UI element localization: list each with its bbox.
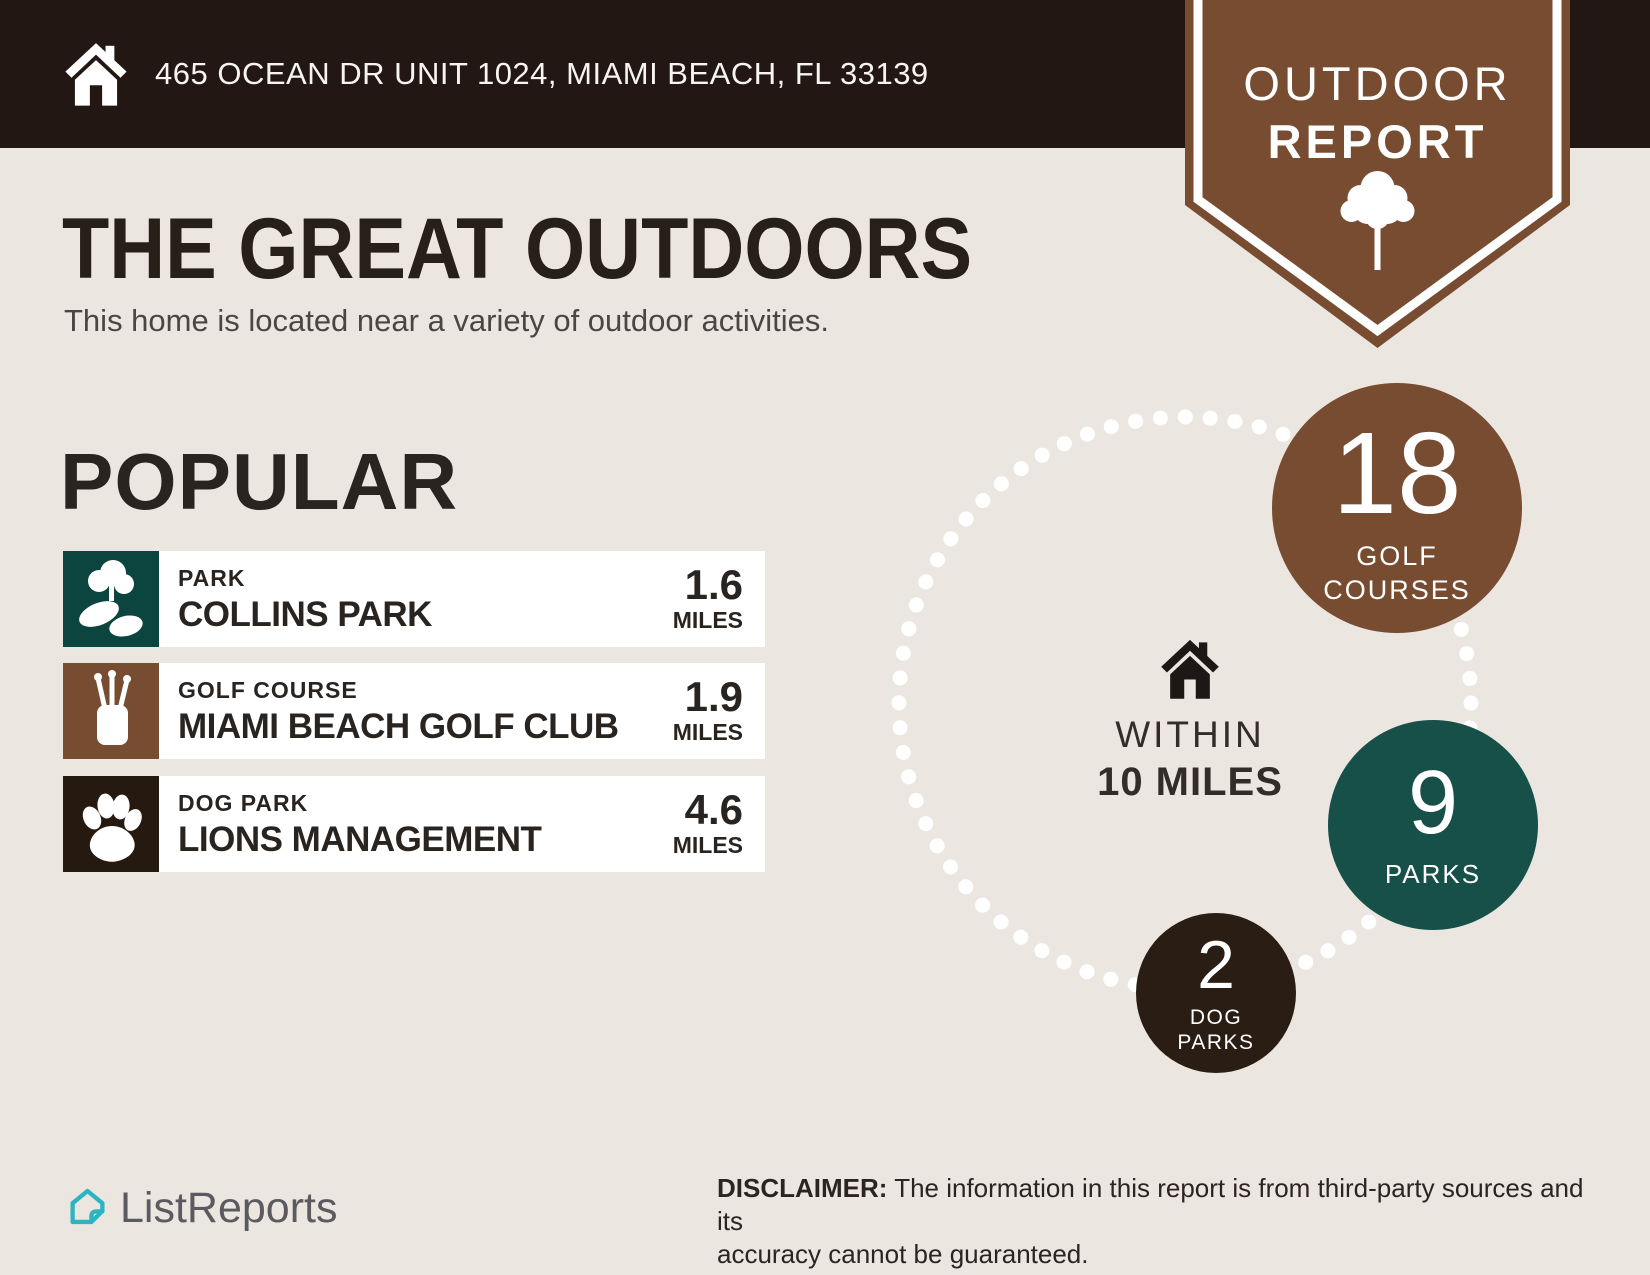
within-label-line2: 10 MILES (1097, 760, 1283, 804)
home-location-icon (1161, 639, 1219, 699)
item-distance: 4.6 MILES (672, 786, 743, 859)
dog-parks-stat-bubble: 2 DOG PARKS (1136, 913, 1296, 1073)
item-name: LIONS MANAGEMENT (178, 820, 542, 859)
distance-unit: MILES (672, 719, 743, 745)
list-item-park: PARK COLLINS PARK 1.6 MILES (63, 551, 765, 647)
stat-label-line2: PARKS (1177, 1031, 1255, 1054)
golf-courses-stat-bubble: 18 GOLF COURSES (1272, 383, 1522, 633)
outdoor-report-ribbon: OUTDOOR REPORT (1185, 0, 1570, 348)
item-name: MIAMI BEACH GOLF CLUB (178, 707, 619, 746)
disclaimer-line2: accuracy cannot be guaranteed. (717, 1239, 1089, 1269)
item-text: GOLF COURSE MIAMI BEACH GOLF CLUB (178, 677, 619, 747)
stat-label-line1: GOLF (1356, 541, 1438, 571)
list-item-golf-course: GOLF COURSE MIAMI BEACH GOLF CLUB 1.9 MI… (63, 663, 765, 759)
listreports-logo-icon (70, 1188, 105, 1225)
ribbon-title-line2: REPORT (1268, 115, 1488, 168)
stat-value: 9 (1407, 753, 1459, 853)
item-text: DOG PARK LIONS MANAGEMENT (178, 790, 542, 860)
page-title: THE GREAT OUTDOORS (62, 201, 973, 297)
item-name: COLLINS PARK (178, 595, 432, 634)
within-label-line1: WITHIN (1115, 714, 1265, 755)
page-subtitle: This home is located near a variety of o… (64, 303, 830, 338)
disclaimer-label: DISCLAIMER: (717, 1173, 888, 1203)
disclaimer-text: DISCLAIMER: The information in this repo… (717, 1172, 1597, 1271)
park-tile (63, 551, 159, 647)
item-distance: 1.6 MILES (672, 561, 743, 634)
golf-tile (63, 663, 159, 759)
distance-unit: MILES (672, 607, 743, 633)
within-radius-label: WITHIN 10 MILES (1015, 714, 1365, 805)
property-address: 465 OCEAN DR UNIT 1024, MIAMI BEACH, FL … (155, 56, 929, 91)
stat-value: 18 (1332, 408, 1462, 538)
popular-heading: POPULAR (60, 437, 459, 526)
stat-value: 2 (1197, 927, 1235, 1003)
parks-stat-bubble: 9 PARKS (1328, 720, 1538, 930)
park-icon (79, 560, 143, 637)
ribbon-title-line1: OUTDOOR (1243, 57, 1511, 110)
paw-icon (82, 793, 142, 862)
item-category: PARK (178, 565, 246, 591)
item-distance: 1.9 MILES (672, 673, 743, 746)
distance-value: 1.9 (684, 673, 743, 720)
golf-bag-icon (94, 670, 131, 745)
disclaimer-line1: The information in this report is from t… (717, 1173, 1584, 1236)
item-text: PARK COLLINS PARK (178, 565, 432, 635)
tree-icon (1340, 171, 1415, 270)
stat-label: GOLF COURSES (1323, 539, 1471, 607)
dog-park-tile (63, 776, 159, 872)
distance-unit: MILES (672, 832, 743, 858)
stat-label-line1: DOG (1189, 1006, 1243, 1029)
distance-value: 1.6 (684, 561, 743, 608)
item-category: GOLF COURSE (178, 677, 358, 703)
listreports-brand-text: ListReports (120, 1184, 338, 1232)
stat-label: PARKS (1384, 859, 1482, 889)
item-category: DOG PARK (178, 790, 309, 816)
distance-value: 4.6 (684, 786, 743, 833)
stat-label: DOG PARKS (1177, 1005, 1254, 1055)
ribbon-inner-border (1193, 0, 1562, 337)
list-item-dog-park: DOG PARK LIONS MANAGEMENT 4.6 MILES (63, 776, 765, 872)
stat-label-line2: COURSES (1323, 575, 1471, 605)
home-icon (65, 43, 127, 106)
